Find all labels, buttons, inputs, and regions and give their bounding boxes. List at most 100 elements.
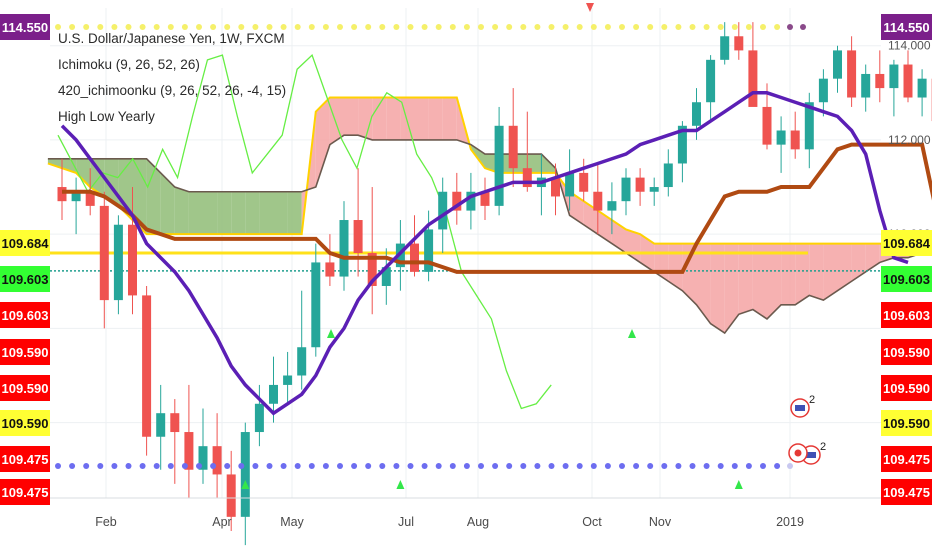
yearly-high-dot xyxy=(365,24,372,30)
candle-body xyxy=(57,187,67,202)
x-tick-label: 2019 xyxy=(776,515,804,529)
x-tick-label: Oct xyxy=(582,515,602,529)
yearly-low-dot xyxy=(703,463,710,469)
price-label xyxy=(881,230,932,256)
price-label xyxy=(881,479,932,505)
yearly-high-dot xyxy=(308,24,315,30)
yearly-low-dot xyxy=(647,463,654,469)
cloud-segment xyxy=(217,191,232,235)
base-line xyxy=(62,142,932,274)
yearly-high-dot xyxy=(379,24,386,30)
price-label xyxy=(0,14,50,40)
candle-body xyxy=(720,36,730,60)
yearly-high-dot xyxy=(280,24,287,30)
candle-body xyxy=(353,220,363,253)
yearly-high-dot xyxy=(83,24,90,30)
price-label-text: 109.590 xyxy=(883,345,930,360)
price-label-text: 109.475 xyxy=(883,485,930,500)
price-label xyxy=(881,410,932,436)
event-count: 2 xyxy=(809,394,815,406)
yearly-low-dot xyxy=(224,463,231,469)
price-label-text: 109.684 xyxy=(883,236,931,251)
candle-body xyxy=(269,384,278,404)
yearly-low-dot xyxy=(69,463,76,469)
flag-icon xyxy=(806,452,816,458)
candle-body xyxy=(254,403,264,433)
candle-body xyxy=(198,446,208,470)
cloud-segment xyxy=(696,243,711,324)
candle-body xyxy=(367,253,377,286)
price-label xyxy=(0,339,50,365)
yearly-low-dot xyxy=(153,463,160,469)
candle-body xyxy=(889,64,899,89)
price-label-text: 109.603 xyxy=(883,272,930,287)
x-tick-label: May xyxy=(280,515,304,529)
legend-title: U.S. Dollar/Japanese Yen, 1W, FXCM xyxy=(58,31,285,46)
yearly-low-dot xyxy=(421,463,428,469)
yearly-low-dot xyxy=(351,463,358,469)
candle-body xyxy=(410,243,419,272)
candle-body xyxy=(522,168,532,188)
candle-body xyxy=(184,432,194,470)
cloud-segment xyxy=(76,158,91,188)
yearly-low-dot xyxy=(139,463,146,469)
x-tick-label: Nov xyxy=(649,515,672,529)
legend-ichimoku[interactable]: Ichimoku (9, 26, 52, 26) xyxy=(58,57,200,72)
price-label-text: 109.590 xyxy=(2,381,49,396)
candle-body xyxy=(875,73,885,89)
yearly-low-dot xyxy=(576,463,583,469)
price-label-text: 109.603 xyxy=(2,308,49,323)
yearly-low-dot xyxy=(83,463,90,469)
candle-body xyxy=(734,36,744,51)
yearly-high-dot xyxy=(337,24,343,30)
price-label xyxy=(0,479,50,505)
cloud-segment xyxy=(160,172,175,235)
price-label xyxy=(0,266,50,292)
candle-body xyxy=(311,262,321,348)
cloud-segment xyxy=(174,187,189,235)
candle-body xyxy=(776,130,786,145)
yearly-low-dot xyxy=(745,463,752,469)
candle-body xyxy=(917,78,927,98)
candle-body xyxy=(833,50,842,79)
price-label-text: 109.590 xyxy=(2,416,49,431)
yearly-low-dot xyxy=(266,463,273,469)
price-label xyxy=(881,339,932,365)
yearly-low-dot xyxy=(308,463,315,469)
candle-body xyxy=(170,413,180,433)
legend-high-low-yearly[interactable]: High Low Yearly xyxy=(58,109,155,124)
candle-body xyxy=(297,347,307,376)
yearly-high-dot xyxy=(224,24,231,30)
yearly-high-dot xyxy=(196,24,202,30)
x-tick-label: Jul xyxy=(398,515,414,529)
candle-body xyxy=(339,220,349,277)
yearly-low-dot xyxy=(689,463,696,469)
price-label xyxy=(0,446,50,472)
yearly-low-dot xyxy=(534,463,541,469)
candle-body xyxy=(861,73,871,98)
price-label-text: 114.550 xyxy=(883,20,929,35)
yearly-low-dot xyxy=(181,463,188,469)
cloud-segment xyxy=(710,243,725,334)
yearly-high-dot xyxy=(435,24,442,30)
yearly-high-dot xyxy=(252,24,259,30)
up-arrow-icon xyxy=(241,480,250,489)
up-arrow-icon xyxy=(734,480,743,489)
price-label xyxy=(0,302,50,328)
yearly-high-dot xyxy=(689,24,696,30)
yearly-high-dot xyxy=(266,24,273,30)
cloud-segment xyxy=(851,243,866,282)
price-label xyxy=(881,446,932,472)
yearly-low-dot xyxy=(294,463,301,469)
yearly-low-dot xyxy=(280,463,287,469)
x-tick-label: Aug xyxy=(467,515,489,529)
yearly-low-dot xyxy=(478,463,484,469)
y-tick-label: 114.000 xyxy=(888,39,931,53)
price-label-text: 109.590 xyxy=(2,345,49,360)
yearly-low-dot xyxy=(661,463,668,469)
yearly-high-dot xyxy=(590,24,597,30)
candle-body xyxy=(156,413,166,437)
legend-ichimoonku[interactable]: 420_ichimoonku (9, 26, 52, 26, -4, 15) xyxy=(58,83,287,98)
